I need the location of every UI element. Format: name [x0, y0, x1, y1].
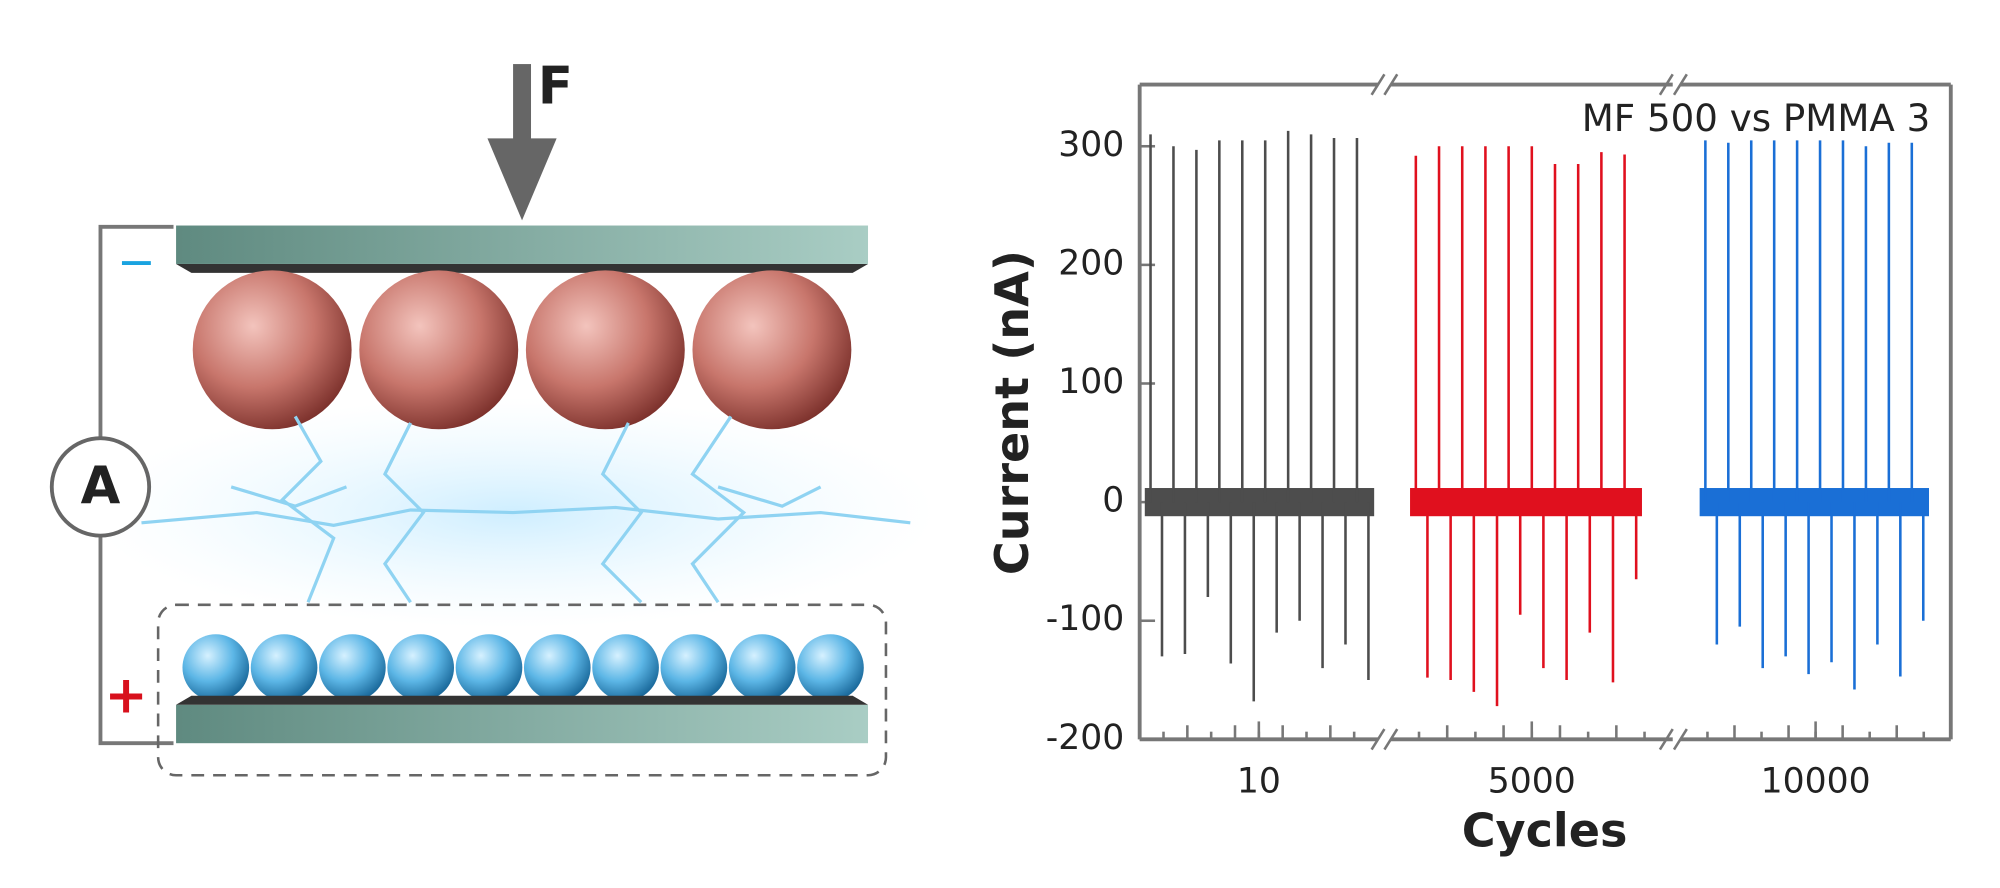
y-tick-label: -100	[1046, 599, 1124, 639]
x-tick-label: 10000	[1761, 761, 1871, 801]
y-axis-label: Current (nA)	[985, 250, 1039, 575]
large-spheres	[192, 270, 852, 430]
sparks	[141, 415, 911, 604]
schematic: A − + F	[49, 57, 936, 777]
axis-break	[1370, 73, 1386, 96]
x-axis-label: Cycles	[1462, 804, 1628, 858]
plate-edge	[176, 263, 869, 273]
baseline-noise	[1410, 488, 1642, 517]
small-sphere	[728, 634, 796, 701]
small-sphere	[455, 634, 523, 701]
axis-break	[1370, 728, 1386, 751]
y-tick-label: 0	[1102, 481, 1124, 521]
x-tick-label: 10	[1237, 761, 1281, 801]
force-label: F	[538, 57, 573, 117]
bottom-plate	[176, 704, 869, 744]
ammeter-label: A	[81, 456, 121, 516]
small-sphere	[387, 634, 455, 701]
small-sphere	[182, 634, 250, 701]
small-sphere	[250, 634, 318, 701]
small-sphere	[523, 634, 591, 701]
baseline-noise	[1699, 488, 1930, 517]
axis-break	[1672, 728, 1688, 751]
y-tick-label: 100	[1058, 362, 1124, 402]
top-plate	[176, 225, 869, 264]
y-tick-label: 300	[1058, 125, 1124, 165]
ammeter	[49, 436, 152, 538]
baseline-noise	[1144, 488, 1375, 517]
plus-sign: +	[105, 665, 148, 725]
axis-break	[1383, 728, 1399, 751]
small-sphere	[592, 634, 659, 701]
x-tick-label: 5000	[1488, 761, 1576, 801]
dashed-box	[156, 603, 888, 777]
axis-break	[1383, 73, 1399, 96]
y-tick-label: -200	[1046, 718, 1124, 758]
axis-break	[1672, 73, 1688, 96]
arrow	[513, 64, 532, 141]
small-sphere	[319, 634, 386, 701]
arrow-head	[487, 138, 557, 221]
minus-sign: −	[117, 235, 156, 289]
chart: MF 500 vs PMMA 3 Cycles Current (nA) 300…	[985, 73, 1953, 858]
annotation: MF 500 vs PMMA 3	[1582, 97, 1931, 140]
small-sphere	[660, 634, 728, 701]
plate-edge	[176, 695, 869, 705]
y-tick-label: 200	[1058, 243, 1124, 283]
small-sphere	[797, 634, 864, 701]
small-spheres	[182, 634, 864, 701]
axis-break	[1658, 728, 1674, 751]
axis-break	[1658, 73, 1674, 96]
